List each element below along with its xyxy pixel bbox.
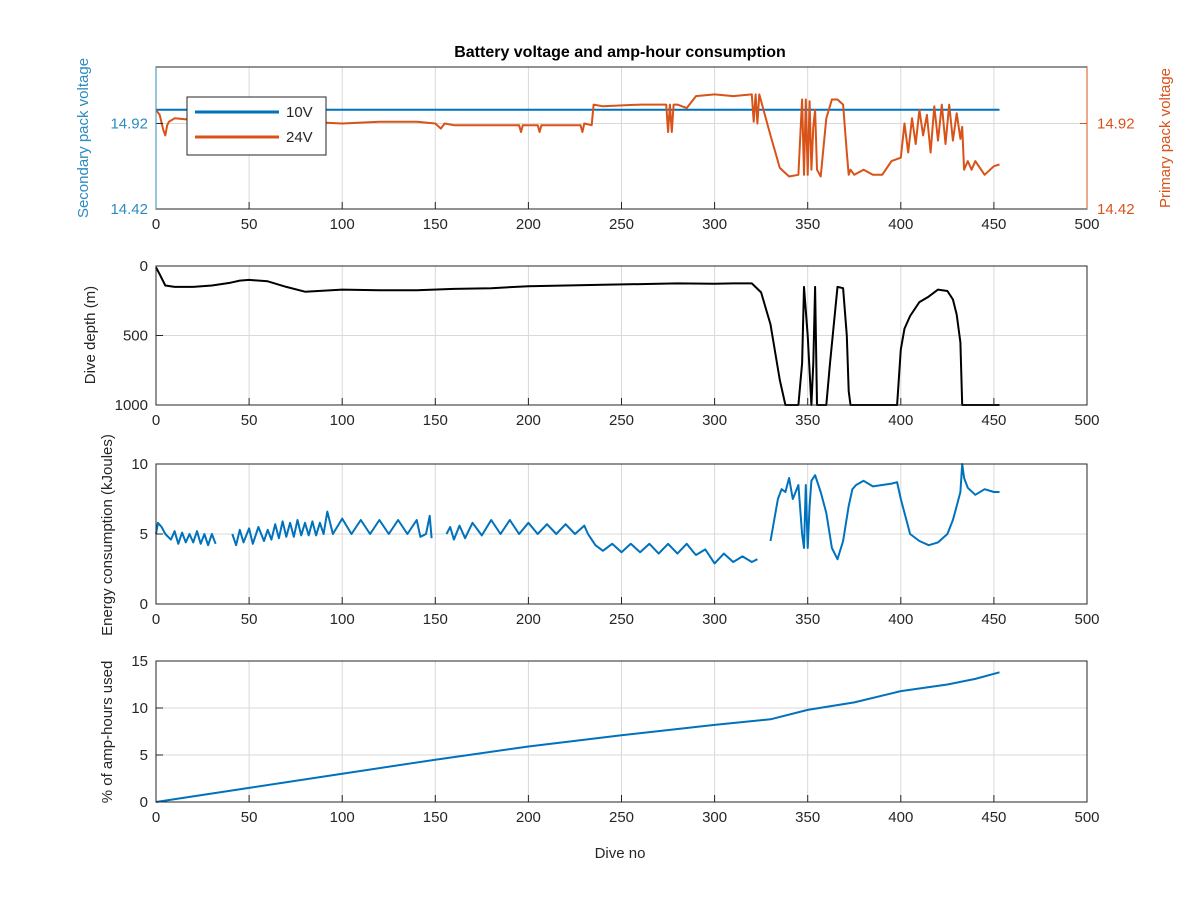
- depth-panel: 0 50 100 150 200 250 300 350 400 450 500 0 500 1000 D…: [82, 258, 1100, 429]
- x-tick-label: 0: [152, 809, 160, 826]
- x-tick-label: 350: [795, 809, 820, 826]
- y-tick-label: 0: [140, 794, 148, 811]
- x-tick-label: 400: [888, 611, 913, 628]
- axes-box: [155, 265, 1088, 406]
- y-tick-label: 5: [140, 747, 148, 764]
- energy-panel: 0 50 100 150 200 250 300 350 400 450 500 0 5 10 Energ…: [99, 434, 1100, 636]
- x-tick-label: 150: [423, 216, 448, 233]
- x-tick-label: 450: [981, 809, 1006, 826]
- x-tick-label: 100: [330, 809, 355, 826]
- figure-title: Battery voltage and amp-hour consumption: [454, 44, 786, 61]
- axes-box: [155, 660, 1088, 803]
- series-line: [155, 671, 1000, 803]
- y-tick-label: 0: [140, 596, 148, 613]
- x-tick-label: 150: [423, 412, 448, 429]
- secondary-pack-voltage-label: Secondary pack voltage: [75, 58, 92, 218]
- y-tick-label: 15: [131, 653, 148, 670]
- x-tick-label: 200: [516, 611, 541, 628]
- legend-label-10v: 10V: [286, 104, 313, 121]
- y-tick-label: 14.42: [110, 201, 148, 218]
- right-y-tick-label: 14.92: [1097, 115, 1135, 132]
- x-tick-label: 500: [1074, 216, 1099, 233]
- x-tick-label: 200: [516, 216, 541, 233]
- x-tick-label: 450: [981, 412, 1006, 429]
- x-tick-label: 500: [1074, 611, 1099, 628]
- x-tick-label: 350: [795, 216, 820, 233]
- y-tick-label: 14.92: [110, 115, 148, 132]
- legend-label-24v: 24V: [286, 129, 313, 146]
- x-tick-label: 500: [1074, 412, 1099, 429]
- x-tick-label: 100: [330, 412, 355, 429]
- x-tick-label: 50: [241, 611, 258, 628]
- x-tick-label: 400: [888, 809, 913, 826]
- energy-consumption-label: Energy consumption (kJoules): [99, 434, 116, 636]
- x-tick-label: 350: [795, 412, 820, 429]
- series-line: [445, 519, 758, 565]
- x-tick-label: 350: [795, 611, 820, 628]
- x-tick-label: 50: [241, 412, 258, 429]
- x-tick-label: 0: [152, 611, 160, 628]
- x-tick-label: 150: [423, 809, 448, 826]
- x-tick-label: 250: [609, 412, 634, 429]
- x-tick-label: 150: [423, 611, 448, 628]
- series-line: [155, 266, 1000, 406]
- x-tick-label: 250: [609, 216, 634, 233]
- amp-hours-panel: 0 50 100 150 200 250 300 350 400 450 500 0 5 10 15 % o…: [99, 653, 1100, 862]
- primary-pack-voltage-label: Primary pack voltage: [1157, 68, 1174, 208]
- x-tick-label: 400: [888, 412, 913, 429]
- x-tick-label: 450: [981, 611, 1006, 628]
- y-tick-label: 500: [123, 328, 148, 345]
- x-tick-label: 0: [152, 412, 160, 429]
- y-tick-label: 5: [140, 526, 148, 543]
- x-tick-label: 300: [702, 412, 727, 429]
- x-tick-label: 500: [1074, 809, 1099, 826]
- voltage-panel: 0 50 100 150 200 250 300 350 400 450 50014.4214.92…: [75, 58, 1174, 233]
- y-tick-label: 1000: [115, 397, 148, 414]
- x-tick-label: 300: [702, 611, 727, 628]
- amp-hours-used-label: % of amp-hours used: [99, 661, 116, 804]
- x-tick-label: 0: [152, 216, 160, 233]
- x-tick-label: 450: [981, 216, 1006, 233]
- x-axis-label: Dive no: [595, 845, 646, 862]
- x-tick-label: 100: [330, 611, 355, 628]
- x-tick-label: 200: [516, 809, 541, 826]
- x-tick-label: 300: [702, 216, 727, 233]
- x-tick-label: 200: [516, 412, 541, 429]
- x-tick-label: 250: [609, 809, 634, 826]
- x-tick-label: 300: [702, 809, 727, 826]
- series-line: [231, 510, 433, 547]
- y-tick-label: 10: [131, 700, 148, 717]
- right-y-tick-label: 14.42: [1097, 201, 1135, 218]
- x-tick-label: 100: [330, 216, 355, 233]
- x-tick-label: 250: [609, 611, 634, 628]
- series-line: [155, 521, 217, 547]
- y-tick-label: 10: [131, 456, 148, 473]
- y-tick-label: 0: [140, 258, 148, 275]
- x-tick-label: 400: [888, 216, 913, 233]
- series-line-24v: [155, 93, 1000, 178]
- x-tick-label: 50: [241, 809, 258, 826]
- axes-box: [155, 463, 1088, 605]
- x-tick-label: 50: [241, 216, 258, 233]
- dive-depth-label: Dive depth (m): [82, 286, 99, 384]
- legend: 10V 24V: [186, 96, 327, 156]
- legend-box: [186, 96, 327, 156]
- series-line: [769, 463, 1000, 561]
